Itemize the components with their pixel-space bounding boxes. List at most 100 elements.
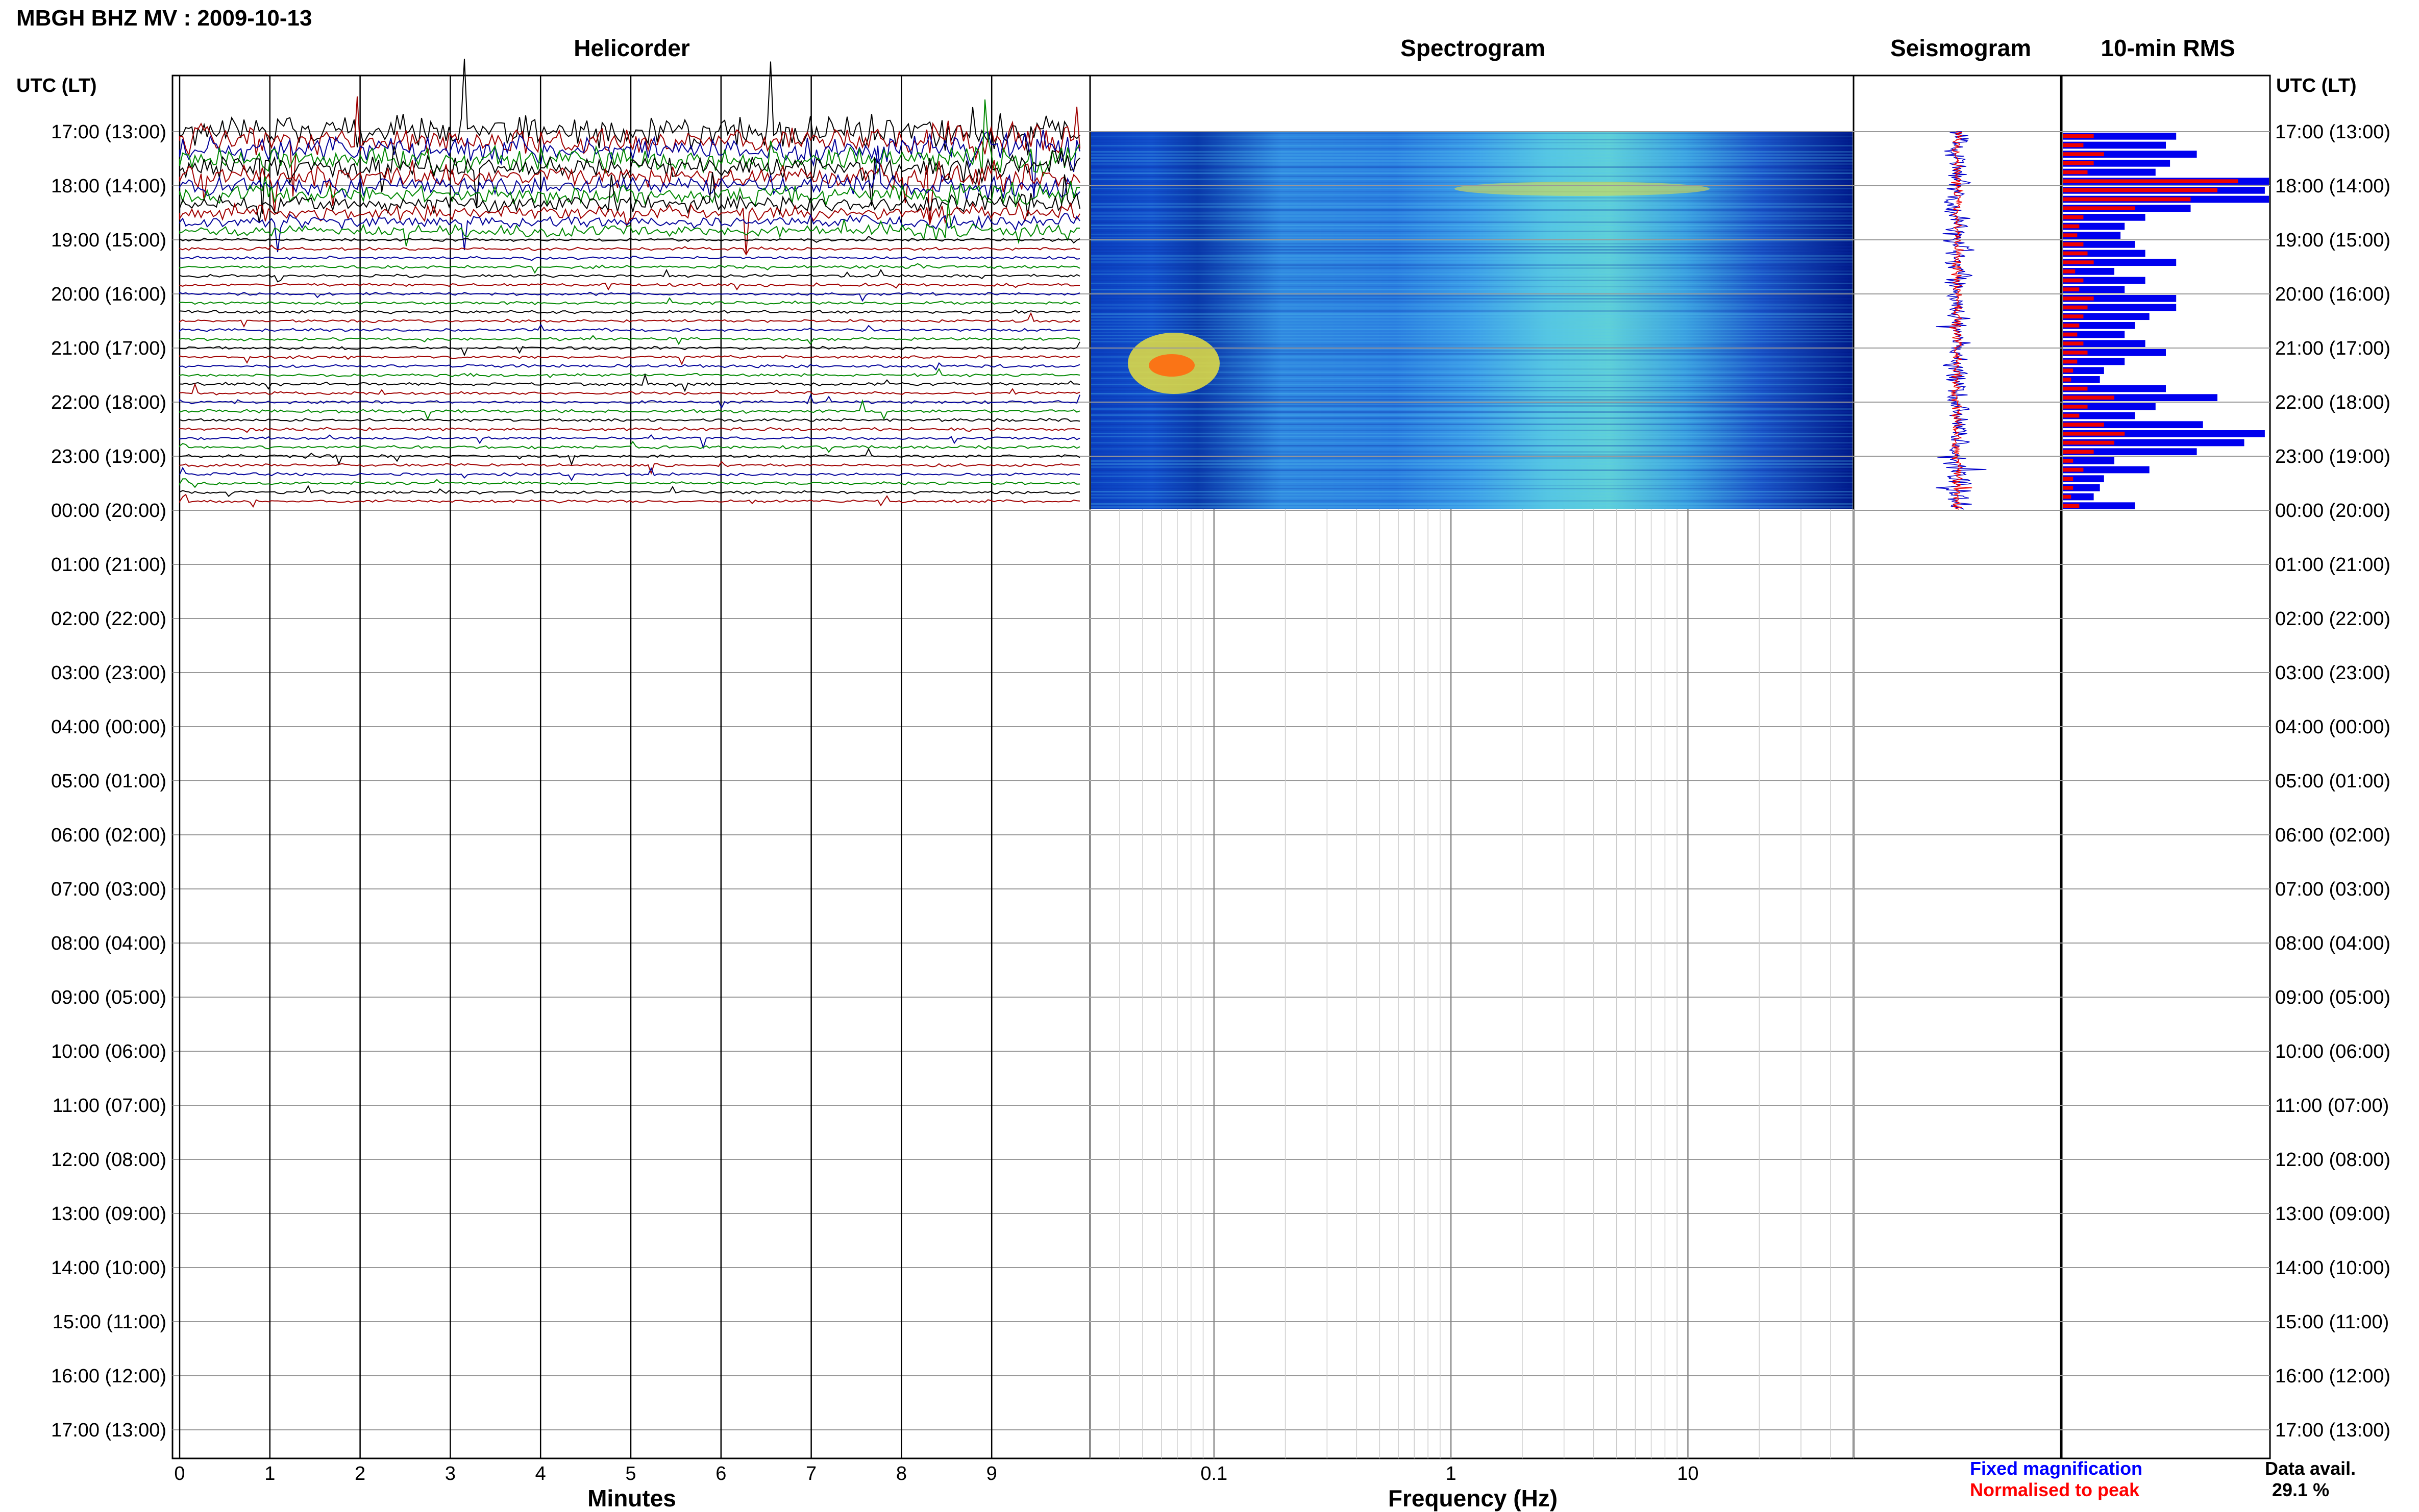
rms-bar-normalised (2063, 450, 2094, 454)
helicorder-trace (179, 268, 1080, 283)
helicorder-trace (179, 176, 1080, 208)
spectrogram-band (1454, 182, 1710, 196)
time-label-right: 05:00 (01:00) (2275, 771, 2390, 792)
helicorder-trace (179, 341, 1080, 357)
legend-fixed-magnification: Fixed magnification (1970, 1458, 2142, 1479)
time-label-right: 02:00 (22:00) (2275, 608, 2390, 630)
rms-bar-fixed (2063, 376, 2100, 383)
time-label-left: 09:00 (05:00) (51, 987, 166, 1008)
time-label-left: 12:00 (08:00) (51, 1149, 166, 1171)
spectrogram-row (1091, 252, 1853, 254)
rms-bar-normalised (2063, 215, 2084, 219)
spectrogram-row (1091, 411, 1853, 413)
helicorder-trace (179, 263, 1080, 274)
helicorder-trace (179, 244, 1080, 256)
spectrogram-row (1091, 387, 1853, 388)
helicorder-trace (179, 448, 1080, 466)
time-label-left: 03:00 (23:00) (51, 662, 166, 684)
minute-tick-label: 4 (535, 1463, 546, 1484)
spectrogram-row (1091, 332, 1853, 333)
spectrogram-row (1091, 142, 1853, 143)
frequency-tick-label: 0.1 (1200, 1463, 1227, 1484)
helicorder-trace (179, 417, 1080, 423)
spectrogram-row (1091, 148, 1853, 150)
spectrogram-row (1091, 402, 1853, 404)
time-label-right: 16:00 (12:00) (2275, 1366, 2390, 1387)
spectrogram-row (1091, 344, 1853, 345)
time-label-left: 21:00 (17:00) (51, 338, 166, 359)
spectrogram-row (1091, 381, 1853, 382)
rms-bar-normalised (2063, 405, 2088, 409)
time-label-left: 06:00 (02:00) (51, 825, 166, 846)
spectrogram-row (1091, 176, 1853, 177)
spectrogram-row (1091, 237, 1853, 238)
rms-bar-normalised (2063, 368, 2074, 373)
spectrogram-row (1091, 234, 1853, 235)
spectrogram-row (1091, 261, 1853, 263)
rms-bar-normalised (2063, 134, 2094, 138)
spectrogram-row (1091, 482, 1853, 483)
rms-bar-normalised (2063, 233, 2078, 238)
rms-bar-normalised (2063, 197, 2191, 202)
spectrogram-row (1091, 280, 1853, 281)
spectrogram-row (1091, 218, 1853, 220)
helicorder-trace (179, 362, 1080, 371)
helicorder-trace (179, 382, 1080, 395)
rms-bar-normalised (2063, 260, 2094, 265)
spectrogram-row (1091, 362, 1853, 364)
spectrogram-row (1091, 310, 1853, 312)
spectrogram-row (1091, 197, 1853, 199)
time-label-left: 07:00 (03:00) (51, 879, 166, 900)
data-avail-label: Data avail. (2265, 1458, 2356, 1479)
spectrogram-row (1091, 200, 1853, 202)
spectrogram-row (1091, 417, 1853, 419)
time-label-right: 07:00 (03:00) (2275, 879, 2390, 900)
rms-bar-normalised (2063, 152, 2104, 157)
spectrogram-row (1091, 206, 1853, 208)
spectrogram-title: Spectrogram (1400, 35, 1545, 61)
spectrogram-row (1091, 500, 1853, 502)
helicorder-trace (179, 434, 1080, 450)
rms-bar-normalised (2063, 314, 2084, 319)
time-header-left: UTC (LT) (16, 75, 97, 96)
spectrogram-row (1091, 497, 1853, 499)
spectrogram-row (1091, 408, 1853, 410)
spectrogram-row (1091, 295, 1853, 296)
spectrogram-row (1091, 157, 1853, 159)
rms-bar-normalised (2063, 386, 2088, 391)
frequency-axis-label: Frequency (Hz) (1388, 1485, 1558, 1511)
spectrogram-row (1091, 270, 1853, 272)
helicorder-trace (179, 440, 1080, 453)
spectrogram-row (1091, 454, 1853, 456)
spectrogram-row (1091, 209, 1853, 211)
spectrogram-row (1091, 448, 1853, 450)
time-label-left: 20:00 (16:00) (51, 284, 166, 305)
helicorder-trace (179, 355, 1080, 365)
spectrogram-row (1091, 277, 1853, 278)
station-title: MBGH BHZ MV : 2009-10-13 (16, 6, 312, 31)
spectrogram-row (1091, 414, 1853, 416)
rms-bar-fixed (2063, 349, 2166, 356)
rms-bar-normalised (2063, 486, 2074, 490)
spectrogram-row (1091, 463, 1853, 465)
spectrogram-row (1091, 451, 1853, 453)
spectrogram-row (1091, 267, 1853, 269)
rms-bar-fixed (2063, 313, 2150, 320)
time-label-left: 13:00 (09:00) (51, 1203, 166, 1225)
minute-tick-label: 5 (625, 1463, 636, 1484)
spectrogram-row (1091, 424, 1853, 425)
spectrogram-row (1091, 365, 1853, 367)
spectrogram-row (1091, 194, 1853, 195)
time-label-left: 01:00 (21:00) (51, 554, 166, 576)
spectrogram-row (1091, 436, 1853, 437)
spectrogram-row (1091, 313, 1853, 315)
frequency-tick-label: 1 (1446, 1463, 1457, 1484)
frequency-tick-label: 10 (1677, 1463, 1698, 1484)
minute-tick-label: 8 (896, 1463, 907, 1484)
minute-tick-label: 9 (986, 1463, 997, 1484)
time-label-left: 19:00 (15:00) (51, 230, 166, 251)
helicorder-trace (179, 478, 1080, 488)
time-label-right: 15:00 (11:00) (2275, 1311, 2389, 1333)
spectrogram-row (1091, 491, 1853, 492)
spectrogram-row (1091, 460, 1853, 462)
